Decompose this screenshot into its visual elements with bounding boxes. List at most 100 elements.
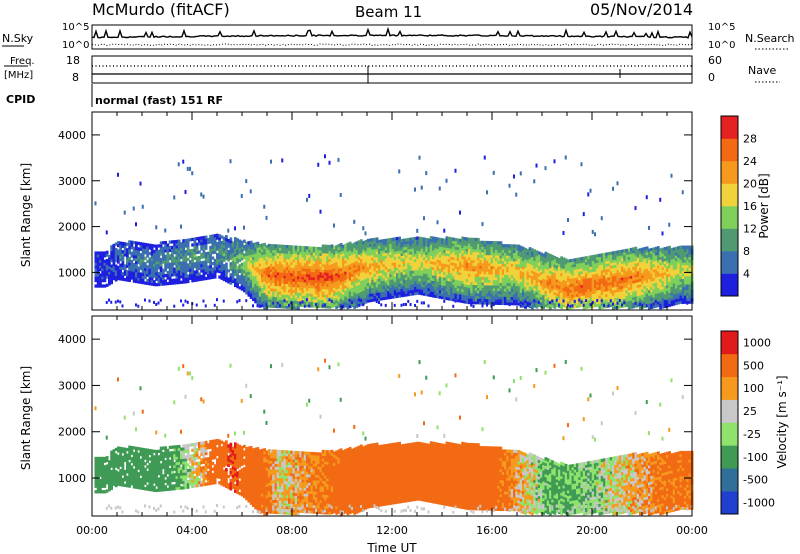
power-cell [459, 210, 461, 215]
power-cell [299, 273, 302, 277]
power-cell [441, 284, 444, 289]
power-cell [533, 274, 536, 278]
power-cell [137, 280, 140, 284]
power-cell [409, 281, 413, 285]
power-cell [423, 273, 426, 277]
power-cell [276, 285, 280, 289]
power-cell [159, 252, 163, 256]
power-cell [627, 270, 631, 274]
power-cell [258, 252, 262, 256]
power-cell [243, 275, 246, 279]
power-cell [598, 267, 602, 271]
power-cell [468, 292, 471, 296]
power-cell [531, 283, 534, 288]
power-cell [472, 281, 476, 286]
power-cell [508, 282, 512, 286]
power-cell [357, 278, 361, 283]
power-cell [396, 275, 399, 279]
power-cell [378, 297, 381, 301]
power-cell [144, 273, 147, 277]
power-cell [472, 246, 476, 250]
power-cell [301, 251, 305, 255]
power-cell [562, 301, 566, 305]
power-cell [362, 282, 365, 286]
power-cell [490, 282, 494, 286]
power-cell [254, 300, 257, 304]
power-cell [371, 276, 374, 280]
power-cell [337, 268, 341, 273]
power-cell [364, 239, 368, 244]
power-cell [249, 287, 253, 291]
power-cell [414, 272, 417, 276]
power-cell [159, 260, 163, 264]
power-cell [510, 258, 514, 262]
power-cell [155, 302, 158, 306]
power-cell [171, 251, 174, 255]
power-cell [641, 272, 644, 276]
power-cell [479, 254, 482, 258]
power-cell [373, 257, 377, 261]
power-cell [452, 265, 455, 269]
power-cell [126, 272, 129, 277]
power-cell [618, 255, 622, 259]
power-cell [533, 299, 536, 303]
power-cell [288, 245, 291, 249]
power-cell [330, 296, 334, 300]
power-cell [643, 271, 647, 276]
power-cell [366, 249, 370, 254]
power-cell [407, 276, 410, 280]
power-cell [337, 157, 340, 162]
power-cell [562, 260, 566, 264]
power-cell [490, 263, 494, 267]
power-cell [276, 252, 280, 256]
power-cell [495, 285, 498, 289]
power-cell [330, 302, 334, 306]
power-cell [603, 291, 606, 295]
power-cell [639, 305, 642, 310]
power-cell [360, 255, 363, 259]
power-cell [429, 277, 433, 281]
power-cell [441, 273, 444, 278]
power-cell [96, 273, 100, 277]
power-cell [297, 281, 300, 285]
power-cell [108, 271, 111, 275]
power-cell [441, 238, 444, 242]
power-cell [420, 185, 423, 190]
power-cell [103, 259, 107, 263]
power-cell [456, 287, 460, 292]
power-cell [94, 273, 98, 277]
power-cell [171, 267, 174, 272]
power-cell [452, 292, 455, 296]
power-cell [175, 281, 179, 285]
power-cell [378, 264, 381, 268]
power-cell [643, 285, 647, 289]
power-cell [427, 263, 431, 267]
power-cell [456, 276, 460, 281]
power-cell [564, 294, 568, 298]
power-cell [477, 257, 480, 261]
power-cell [623, 268, 626, 272]
power-cell [256, 299, 260, 303]
power-cell [342, 255, 345, 260]
power-cell [517, 283, 521, 287]
power-cell [616, 264, 620, 268]
power-cell [117, 271, 120, 275]
power-cell [625, 284, 629, 288]
power-cell [139, 275, 143, 279]
power-cell [243, 225, 245, 230]
power-cell [191, 257, 194, 261]
power-cell [461, 264, 464, 268]
power-cell [632, 302, 635, 306]
power-cell [537, 284, 541, 288]
power-cell [306, 293, 309, 297]
power-cell [180, 255, 183, 260]
power-cell [632, 288, 635, 292]
power-cell [342, 253, 345, 257]
power-cell [171, 259, 174, 263]
power-cell [326, 250, 329, 254]
power-cell [540, 252, 543, 256]
power-cell [438, 248, 442, 253]
power-cell [573, 294, 577, 298]
power-cell [312, 263, 316, 267]
power-cell [263, 278, 266, 282]
